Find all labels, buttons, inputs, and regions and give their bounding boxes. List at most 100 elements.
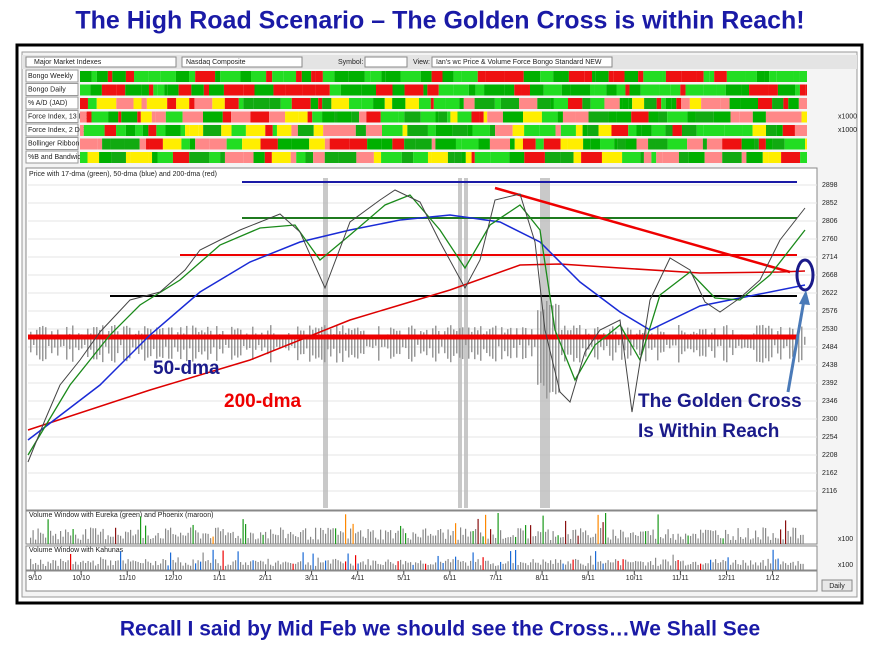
volume-bar	[32, 530, 34, 544]
view-label: View:	[413, 59, 430, 66]
indicator-cell	[455, 138, 462, 150]
volume-bar	[167, 565, 169, 570]
volume-bar	[212, 536, 214, 544]
indicator-cell	[459, 98, 464, 109]
indicator-cell	[125, 84, 142, 96]
volume-bar	[57, 539, 59, 544]
indicator-cell	[80, 138, 98, 150]
volume-bar	[350, 563, 352, 570]
indicator-cell	[665, 125, 673, 136]
volume-bar	[55, 560, 57, 570]
indicator-cell	[582, 125, 588, 136]
indicator-cell	[514, 138, 523, 150]
volume-bar	[564, 325, 566, 362]
indicator-cell	[509, 152, 525, 163]
volume-bar	[651, 333, 653, 350]
indicator-cell	[680, 84, 686, 96]
volume-bar	[257, 561, 259, 570]
volume-bar	[502, 538, 504, 544]
volume-bar	[670, 538, 672, 544]
volume-bar	[318, 328, 320, 358]
indicator-cell	[524, 125, 540, 136]
indicator-cell	[296, 71, 302, 82]
indicator-cell	[703, 84, 717, 96]
date-label: 2/11	[259, 575, 272, 582]
indicator-cell	[740, 98, 759, 109]
date-label: 5/11	[397, 575, 410, 582]
volume-bar	[387, 531, 389, 544]
indicator-cell	[616, 111, 632, 123]
cross-circle	[795, 258, 815, 292]
volume-bar	[710, 530, 712, 544]
volume-bar	[792, 561, 794, 570]
indicator-cell	[148, 71, 161, 82]
volume-bar	[490, 529, 492, 544]
volume-bar	[105, 559, 107, 570]
indicator-cell	[110, 138, 125, 150]
date-label: 10/11	[626, 575, 643, 582]
indicator-cell	[628, 98, 633, 109]
volume-bar	[687, 334, 689, 349]
volume-bar	[625, 537, 627, 544]
volume-bar	[270, 564, 272, 570]
volume-bar	[477, 559, 479, 570]
indicator-cell	[116, 98, 134, 109]
volume-bar	[666, 336, 668, 345]
volume-bar	[512, 535, 514, 544]
volume-bar	[447, 559, 449, 570]
volume-bar	[63, 336, 65, 346]
volume-bar	[167, 530, 169, 544]
volume-bar	[570, 563, 572, 570]
volume-bar	[265, 564, 267, 570]
volume-bar	[310, 536, 312, 544]
indicator-cell	[435, 125, 453, 136]
volume-bar	[516, 328, 518, 358]
volume-bar	[210, 330, 212, 354]
indicator-cell	[313, 152, 325, 163]
index-dropdown[interactable]	[181, 56, 303, 68]
indicator-cell	[251, 71, 267, 82]
volume-bar	[800, 563, 802, 570]
volume-bar	[602, 522, 604, 544]
symbol-input[interactable]	[364, 56, 408, 68]
indicator-cell	[611, 125, 629, 136]
volume-bar	[369, 335, 371, 347]
volume-bar	[654, 334, 656, 348]
volume-bar	[40, 532, 42, 544]
volume-bar	[330, 329, 332, 357]
volume-bar	[407, 537, 409, 544]
volume-bar	[437, 555, 439, 570]
volume-bar	[227, 564, 229, 570]
volume-bar	[312, 329, 314, 356]
volume-bar	[715, 530, 717, 544]
indicator-cell	[423, 84, 428, 96]
index-group-dropdown[interactable]	[25, 56, 177, 68]
volume-bar	[675, 336, 677, 346]
price	[27, 189, 806, 463]
indicator-cell	[203, 125, 222, 136]
indicator-cell	[318, 98, 323, 109]
volume-bar	[755, 562, 757, 570]
indicator-cell	[543, 84, 562, 96]
indicator-cell	[539, 125, 556, 136]
volume-bar	[129, 327, 131, 359]
volume-bar	[162, 559, 164, 570]
volume-bar	[405, 334, 407, 349]
date-label: 4/11	[351, 575, 364, 582]
volume-bar	[127, 532, 129, 544]
volume-bar	[204, 332, 206, 352]
daily-button[interactable]	[821, 579, 853, 592]
indicator-cell	[336, 125, 356, 136]
dma200-note: 200-dma	[224, 391, 302, 412]
volume-bar	[570, 330, 572, 355]
indicator-cell	[356, 152, 374, 163]
volume-bar	[525, 327, 527, 359]
volume-bar	[385, 530, 387, 544]
indicator-cell	[756, 71, 765, 82]
view-dropdown[interactable]	[431, 56, 613, 68]
volume-bar	[228, 334, 230, 348]
indicator-cell	[616, 84, 626, 96]
indicator-cell	[495, 125, 513, 136]
volume-bar	[90, 527, 92, 544]
price-label: 2852	[822, 200, 838, 207]
